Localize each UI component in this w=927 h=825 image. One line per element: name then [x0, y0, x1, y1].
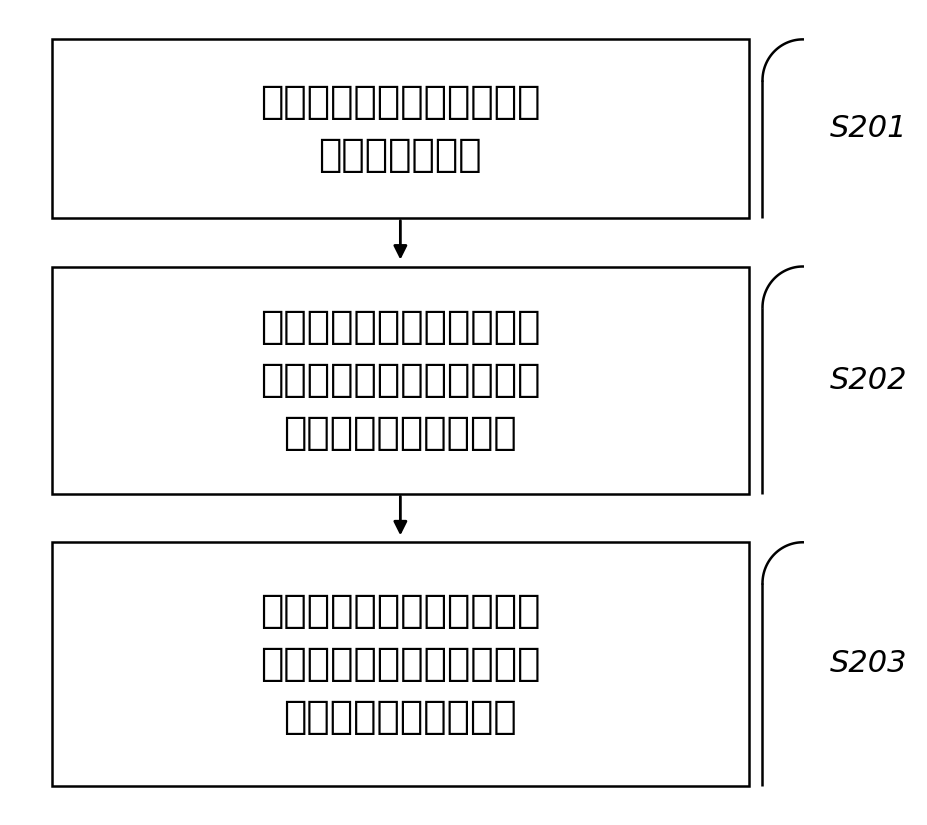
Text: 获取海洋卫星数据对应的海
洋参数反演结果: 获取海洋卫星数据对应的海 洋参数反演结果: [260, 83, 540, 174]
Text: S203: S203: [829, 649, 906, 678]
Text: 利用质量控制后的海洋参数
反演结果和参考数据计算海
洋卫星数据的观测误差: 利用质量控制后的海洋参数 反演结果和参考数据计算海 洋卫星数据的观测误差: [260, 592, 540, 736]
FancyBboxPatch shape: [52, 40, 748, 218]
Text: S201: S201: [829, 114, 906, 143]
Text: 获取海洋参数反演结果对应
的质量标识，以对海洋参数
反演结果进行质量控制: 获取海洋参数反演结果对应 的质量标识，以对海洋参数 反演结果进行质量控制: [260, 308, 540, 452]
Text: S202: S202: [829, 365, 906, 394]
FancyBboxPatch shape: [52, 266, 748, 493]
FancyBboxPatch shape: [52, 542, 748, 785]
